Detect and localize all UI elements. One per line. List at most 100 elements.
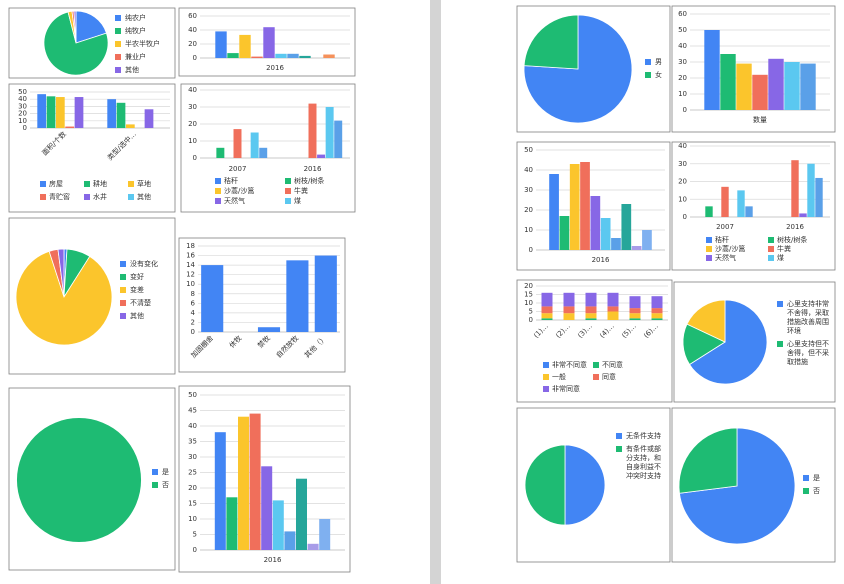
bar: [631, 246, 642, 250]
legend-item: 是: [803, 474, 825, 483]
y-tick-label: 16: [186, 252, 195, 260]
legend-label: 半农半牧户: [125, 40, 160, 48]
y-tick-label: 40: [678, 42, 687, 50]
legend-swatch: [803, 475, 809, 481]
chart-frame: [180, 83, 356, 213]
chart-frame: [8, 217, 176, 375]
legend-swatch: [215, 178, 221, 184]
bar-segment: [629, 318, 641, 320]
bar: [46, 96, 56, 128]
legend-item: 变好: [120, 273, 172, 282]
legend-swatch: [543, 386, 549, 392]
bar: [799, 213, 807, 217]
bar: [325, 107, 334, 158]
y-tick-label: 0: [191, 328, 195, 336]
bar-segment: [629, 308, 641, 314]
bar: [287, 53, 299, 58]
legend-label: 一般: [552, 372, 566, 381]
y-tick-label: 20: [524, 282, 533, 290]
y-tick-label: 18: [186, 242, 195, 250]
bar-segment: [563, 306, 575, 314]
legend-swatch: [645, 59, 651, 65]
legend-label: 否: [162, 481, 169, 489]
y-tick-label: 40: [188, 86, 197, 94]
bar: [238, 416, 249, 550]
bar: [580, 162, 590, 250]
bar: [257, 327, 281, 332]
bar: [249, 413, 261, 550]
y-tick-label: 10: [678, 90, 687, 98]
legend-item: 女: [645, 71, 667, 80]
legend-item: 其他: [115, 66, 171, 75]
legend-swatch: [645, 72, 651, 78]
legend-label: 秸秆: [224, 176, 238, 185]
bar: [611, 238, 621, 250]
legend-label: 变差: [130, 286, 144, 294]
legend-swatch: [120, 287, 126, 293]
bar: [737, 190, 745, 217]
y-tick-label: 30: [188, 453, 197, 461]
legend-item: 心里支持但不舍得，但不采取措施: [777, 340, 831, 367]
bar: [144, 109, 154, 128]
bar: [116, 102, 126, 128]
y-tick-label: 0: [683, 213, 687, 221]
legend-swatch: [768, 237, 774, 243]
legend-label: 树枝/树条: [777, 235, 807, 244]
bar: [590, 196, 601, 250]
bar: [226, 497, 238, 550]
chart-frame: [516, 407, 671, 563]
y-tick-label: 14: [186, 261, 195, 269]
legend-label: 男: [655, 58, 662, 66]
y-tick-label: 20: [524, 206, 533, 214]
legend-swatch: [120, 274, 126, 280]
bar: [215, 31, 227, 58]
bar: [65, 126, 75, 128]
legend-swatch: [285, 198, 291, 204]
legend: 是否: [152, 468, 172, 494]
bar-segment: [629, 313, 641, 319]
legend-item: 心里支持非常不舍得，采取措施改善周围环境: [777, 300, 831, 336]
x-tick-label: 面积/个数: [40, 129, 68, 157]
legend-label: 草地: [137, 179, 151, 188]
x-tick-label: (5)…: [620, 322, 638, 340]
bar-segment: [607, 292, 619, 307]
legend-label: 纯牧户: [125, 27, 146, 35]
legend-swatch: [616, 446, 622, 452]
bar: [55, 97, 65, 128]
bar: [107, 99, 117, 128]
y-tick-label: 40: [678, 142, 687, 150]
legend-swatch: [593, 374, 599, 380]
legend-label: 不清楚: [130, 299, 151, 307]
bar: [308, 103, 317, 158]
legend-label: 是: [813, 474, 820, 482]
legend-label: 牛粪: [777, 244, 791, 253]
legend-swatch: [128, 181, 134, 187]
legend-item: 是: [152, 468, 172, 477]
legend-item: 变差: [120, 286, 172, 295]
y-tick-label: 10: [186, 280, 195, 288]
bar-segment: [541, 306, 553, 314]
bar: [239, 34, 251, 58]
x-tick-label: (2)…: [554, 322, 572, 340]
bar: [296, 478, 307, 550]
legend-label: 无条件支持: [626, 432, 661, 440]
chart-frame: [673, 281, 836, 403]
legend-swatch: [593, 362, 599, 368]
bar: [284, 531, 296, 550]
legend-swatch: [768, 246, 774, 252]
pie-slice: [524, 444, 566, 526]
y-tick-label: 20: [188, 120, 197, 128]
y-tick-label: 30: [188, 103, 197, 111]
chart-frame: [178, 385, 351, 573]
pie-slice: [43, 11, 109, 76]
y-tick-label: 50: [678, 26, 687, 34]
x-tick-label: 2016: [786, 223, 804, 231]
legend-swatch: [115, 41, 121, 47]
chart-frame: [8, 7, 176, 79]
bar-segment: [541, 292, 553, 307]
x-tick-label: 自然放牧: [274, 333, 300, 359]
y-tick-label: 0: [683, 106, 687, 114]
bar-segment: [629, 296, 641, 309]
legend-item: 兼业户: [115, 53, 171, 62]
